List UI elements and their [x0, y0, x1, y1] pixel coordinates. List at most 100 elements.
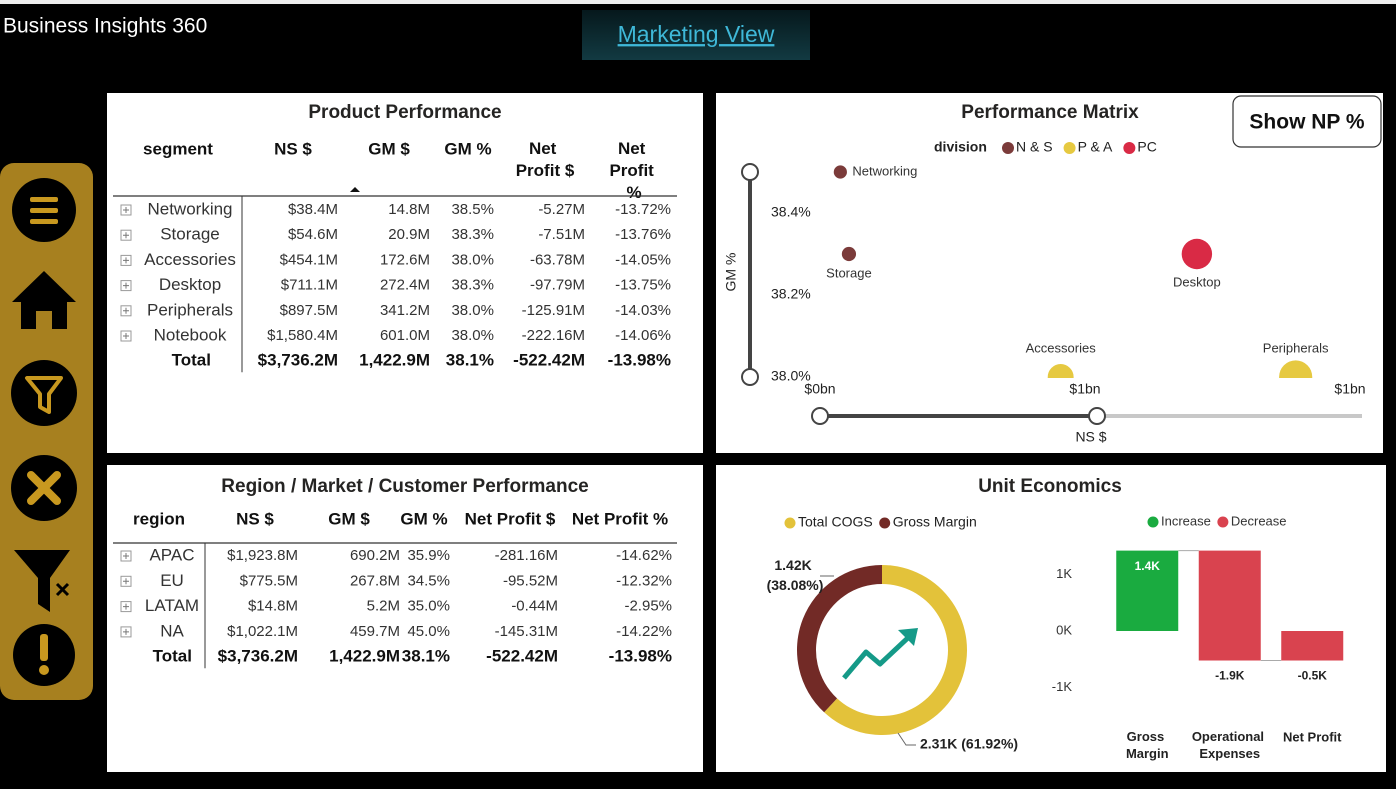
nav-button-label[interactable]: Marketing View: [618, 21, 775, 47]
cell: 341.2M: [380, 302, 430, 319]
cell: 35.0%: [407, 598, 450, 615]
expand-icon[interactable]: [120, 204, 132, 216]
slider-handle[interactable]: [741, 163, 759, 181]
toggle-button-label[interactable]: Show NP %: [1249, 111, 1364, 134]
point-label: Peripherals: [1263, 340, 1329, 355]
trend-icon: [842, 632, 914, 680]
total-cell: -13.98%: [608, 351, 671, 370]
cell: 5.2M: [367, 598, 400, 615]
column-header: GM %: [400, 509, 447, 528]
x-tick-label: Net Profit: [1283, 729, 1342, 744]
sort-indicator: [350, 187, 360, 192]
matrix-panel: [716, 93, 1383, 453]
total-cell: $3,736.2M: [258, 351, 338, 370]
sidebar-bg: [0, 163, 93, 700]
total-label: Total: [172, 351, 211, 370]
expand-icon[interactable]: [120, 575, 132, 587]
info-icon[interactable]: [13, 624, 75, 686]
top-border: [0, 0, 1396, 4]
total-cell: -522.42M: [513, 351, 585, 370]
total-cell: -13.98%: [609, 647, 672, 666]
expand-icon[interactable]: [120, 254, 132, 266]
expand-icon[interactable]: [120, 305, 132, 317]
slider-handle[interactable]: [1088, 407, 1106, 425]
row-label: Networking: [147, 199, 232, 218]
nav-button[interactable]: Marketing View: [582, 10, 810, 60]
expand-icon[interactable]: [120, 550, 132, 562]
cell: -63.78M: [530, 251, 585, 268]
cell: $1,923.8M: [227, 547, 298, 564]
y-tick-label: 38.0%: [771, 368, 811, 384]
toggle-button[interactable]: Show NP %: [1232, 95, 1382, 148]
table-row: Accessories $454.1M 172.6M 38.0% -63.78M -14.…: [120, 250, 671, 269]
clear-icon[interactable]: [11, 455, 77, 521]
total-cell: $3,736.2M: [218, 647, 298, 666]
expand-plus: [123, 232, 129, 239]
data-label: 1.42K (38.08%): [767, 557, 824, 593]
cell: $38.4M: [288, 201, 338, 218]
nav-button-bg[interactable]: [582, 10, 810, 60]
filter-icon[interactable]: [11, 360, 77, 426]
home-icon[interactable]: [12, 271, 76, 329]
table-row: APAC $1,923.8M 690.2M 35.9% -281.16M -14.62%: [120, 545, 672, 564]
legend-label: Total COGS: [798, 514, 873, 530]
donut-slice: [824, 565, 967, 735]
cell: -281.16M: [495, 547, 558, 564]
cell: 35.9%: [407, 547, 450, 564]
expand-plus: [123, 282, 129, 289]
clear-filter-icon[interactable]: [14, 550, 70, 612]
point-label: Desktop: [1173, 274, 1221, 289]
x-tick-label: $1bn: [1334, 381, 1365, 397]
point: [1181, 238, 1213, 270]
toggle-button-bg[interactable]: [1232, 95, 1382, 148]
cell: 459.7M: [350, 623, 400, 640]
expand-plus: [123, 207, 129, 213]
legend-label: Decrease: [1231, 513, 1287, 528]
column-header: GM $: [368, 139, 410, 158]
slider-handle[interactable]: [741, 368, 759, 386]
total-cell: 1,422.9M: [359, 351, 430, 370]
cell: $14.8M: [248, 598, 298, 615]
legend-marker: [1217, 516, 1229, 528]
cell: -14.05%: [615, 251, 671, 268]
cell: -14.62%: [616, 547, 672, 564]
column-header: Net Profit %: [572, 509, 668, 528]
column-header: segment: [143, 139, 213, 158]
expand-icon[interactable]: [120, 601, 132, 613]
point: [1279, 360, 1313, 378]
row-label: LATAM: [145, 596, 199, 615]
row-label: Accessories: [144, 250, 236, 269]
cell: -2.95%: [624, 598, 672, 615]
cell: -14.22%: [616, 623, 672, 640]
expand-icon[interactable]: [120, 280, 132, 292]
panel-title: Performance Matrix: [961, 102, 1139, 123]
expand-icon[interactable]: [120, 626, 132, 638]
column-header: GM $: [328, 509, 370, 528]
legend-label: N & S: [1016, 139, 1053, 155]
data-label: 1.4K: [1135, 559, 1161, 573]
sidebar: [0, 163, 93, 700]
table-row: NA $1,022.1M 459.7M 45.0% -145.31M -14.22%: [120, 621, 672, 640]
bar: [1281, 631, 1344, 661]
x-tick-label: $0bn: [804, 381, 835, 397]
legend-marker: [784, 517, 796, 529]
column-header: Net Profit $: [465, 509, 556, 528]
table-row: Desktop $711.1M 272.4M 38.3% -97.79M -13.75%: [120, 275, 671, 294]
region-panel: [107, 465, 703, 772]
slider-handle[interactable]: [811, 407, 829, 425]
cell: $711.1M: [281, 277, 338, 294]
menu-icon[interactable]: [12, 178, 76, 242]
legend-marker: [879, 517, 891, 529]
x-tick-label: $1bn: [1069, 381, 1100, 397]
point-label: Storage: [826, 265, 872, 280]
x-axis-label: NS $: [1075, 429, 1106, 445]
trend-icon-arrow: [898, 628, 918, 646]
legend-label: PC: [1137, 139, 1156, 155]
y-tick-label: 0K: [1056, 622, 1072, 637]
expand-icon[interactable]: [120, 229, 132, 241]
expand-icon[interactable]: [120, 330, 132, 342]
cell: 38.5%: [451, 201, 494, 218]
point: [1047, 364, 1074, 378]
expand-plus: [123, 307, 129, 314]
y-tick-label: 1K: [1056, 566, 1072, 581]
